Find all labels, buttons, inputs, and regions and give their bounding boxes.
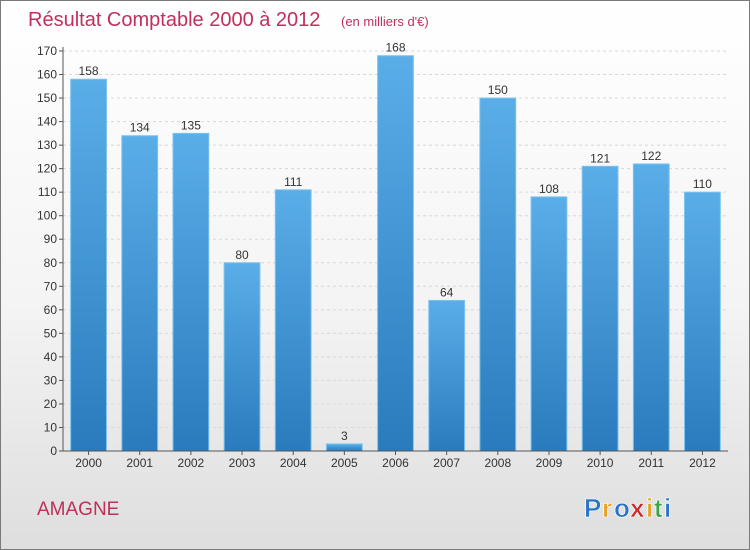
bar-2012 — [684, 191, 721, 452]
y-tick-label: 0 — [50, 444, 57, 458]
value-label: 3 — [341, 429, 348, 443]
bar-2006 — [377, 55, 414, 452]
x-tick-label: 2012 — [689, 456, 716, 470]
y-tick-label: 100 — [37, 209, 57, 223]
y-tick-label: 140 — [37, 115, 57, 129]
y-tick-label: 10 — [44, 420, 58, 434]
y-tick-label: 60 — [44, 303, 58, 317]
chart-title: Résultat Comptable 2000 à 2012 — [28, 9, 320, 31]
logo-letter: o — [614, 493, 630, 523]
bar-2003 — [223, 262, 261, 452]
y-tick-label: 80 — [44, 256, 58, 270]
logo-letter: i — [646, 493, 653, 523]
x-tick-label: 2003 — [229, 456, 256, 470]
value-label: 111 — [284, 175, 303, 189]
value-label: 80 — [235, 248, 249, 262]
logo-letter: t — [654, 493, 663, 523]
value-label: 110 — [693, 177, 712, 191]
bar-2004 — [274, 189, 312, 452]
x-tick-label: 2002 — [178, 456, 205, 470]
y-tick-label: 160 — [37, 68, 57, 82]
logo-letter: i — [664, 493, 671, 523]
value-label: 134 — [130, 121, 150, 135]
y-tick-label: 70 — [44, 279, 58, 293]
value-label: 150 — [488, 83, 508, 97]
logo-letter: x — [630, 493, 645, 523]
x-tick-label: 2009 — [536, 456, 563, 470]
y-tick-label: 170 — [37, 44, 57, 58]
x-tick-label: 2010 — [587, 456, 614, 470]
x-tick-label: 2011 — [638, 456, 664, 470]
y-tick-label: 90 — [44, 232, 58, 246]
axis-layer: 0 10 20 30 40 50 60 70 80 90 100 110 120 130 140 150 160… — [37, 44, 728, 470]
y-tick-label: 150 — [37, 91, 57, 105]
bar-2008 — [479, 97, 517, 452]
bar-2011 — [632, 163, 670, 452]
value-label: 122 — [641, 149, 661, 163]
bars-layer: 158 134 135 80 111 3 168 64 150 108 121 122 110 — [70, 41, 721, 452]
chart-subtitle: (en milliers d'€) — [341, 14, 429, 29]
y-tick-label: 120 — [37, 162, 57, 176]
x-tick-label: 2000 — [75, 456, 102, 470]
x-tick-label: 2008 — [484, 456, 511, 470]
y-tick-label: 20 — [44, 397, 58, 411]
bar-2001 — [121, 135, 159, 452]
bar-2007 — [428, 299, 466, 452]
value-label: 108 — [539, 182, 559, 196]
y-tick-label: 30 — [44, 373, 58, 387]
y-tick-label: 130 — [37, 138, 57, 152]
value-label: 158 — [79, 64, 99, 78]
y-tick-label: 50 — [44, 326, 58, 340]
x-tick-label: 2001 — [126, 456, 153, 470]
commune-name: AMAGNE — [37, 499, 119, 520]
value-label: 121 — [590, 151, 610, 165]
value-label: 168 — [385, 41, 405, 55]
y-tick-label: 110 — [38, 185, 57, 199]
bar-2009 — [530, 196, 568, 452]
x-tick-label: 2005 — [331, 456, 358, 470]
y-tick-label: 40 — [44, 350, 58, 364]
bar-2002 — [172, 132, 210, 452]
bar-2010 — [581, 165, 619, 452]
x-tick-label: 2007 — [433, 456, 460, 470]
logo-letter: P — [584, 493, 601, 523]
value-label: 64 — [440, 285, 454, 299]
logo-letter: r — [602, 493, 612, 523]
x-tick-label: 2004 — [280, 456, 307, 470]
value-label: 135 — [181, 118, 201, 132]
x-tick-label: 2006 — [382, 456, 409, 470]
bar-2005 — [325, 443, 363, 452]
bar-2000 — [70, 78, 107, 452]
